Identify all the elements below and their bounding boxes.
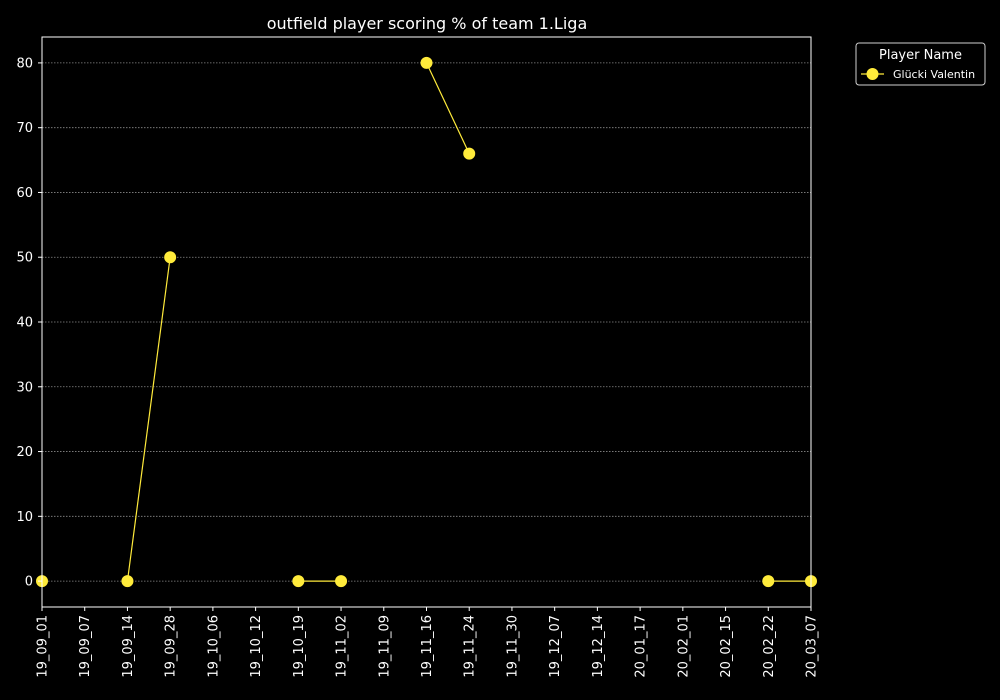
y-tick-label: 20 (16, 445, 33, 460)
x-tick-label: 19_12_07 (548, 615, 563, 678)
x-tick-label: 20_02_01 (676, 615, 691, 678)
x-tick-label: 19_11_02 (335, 615, 350, 678)
x-tick-label: 20_02_15 (719, 615, 734, 678)
y-tick-label: 0 (25, 575, 33, 590)
data-point (762, 575, 775, 588)
y-tick-label: 40 (16, 316, 33, 331)
legend-title: Player Name (879, 48, 962, 63)
y-tick-label: 50 (16, 251, 33, 266)
x-tick-label: 19_09_14 (121, 615, 136, 678)
chart-title: outfield player scoring % of team 1.Liga (267, 14, 588, 33)
y-tick-label: 80 (16, 56, 33, 71)
x-tick-label: 20_03_07 (805, 615, 820, 678)
y-tick-label: 70 (16, 121, 33, 136)
x-tick-label: 19_09_07 (78, 615, 93, 678)
x-tick-label: 19_10_12 (249, 615, 264, 678)
legend-series-label: Glücki Valentin (893, 68, 975, 81)
legend-series-marker (866, 68, 879, 80)
x-tick-label: 19_10_06 (206, 615, 221, 678)
x-tick-label: 20_02_22 (762, 615, 777, 678)
x-tick-label: 19_11_30 (505, 615, 520, 678)
x-tick-label: 19_09_01 (36, 615, 51, 678)
data-point (463, 147, 476, 160)
data-point (420, 56, 433, 69)
data-point (335, 575, 348, 588)
y-tick-label: 60 (16, 186, 33, 201)
x-tick-label: 19_12_14 (591, 615, 606, 678)
x-tick-label: 19_09_28 (164, 615, 179, 678)
x-tick-label: 19_10_19 (292, 615, 307, 678)
series-lines (126, 62, 811, 582)
legend-box (855, 42, 986, 86)
y-tick-label: 30 (16, 380, 33, 395)
series-points (36, 56, 817, 588)
data-point (292, 575, 305, 588)
x-axis: 19_09_01 19_09_07 19_09_14 19_09_28 19_10_06… (36, 607, 820, 678)
x-tick-label: 19_11_24 (463, 615, 478, 678)
y-tick-label: 10 (16, 510, 33, 525)
x-tick-label: 19_11_09 (377, 615, 392, 678)
series-line-segment (126, 257, 171, 582)
x-tick-label: 20_01_17 (634, 615, 649, 678)
x-tick-label: 19_11_16 (420, 615, 435, 678)
y-axis: 0 10 20 30 40 50 60 70 80 (16, 56, 42, 590)
series-line-segment (425, 62, 470, 154)
data-point (121, 575, 134, 588)
data-point (164, 251, 177, 264)
legend: Player Name Glücki Valentin (855, 42, 986, 86)
